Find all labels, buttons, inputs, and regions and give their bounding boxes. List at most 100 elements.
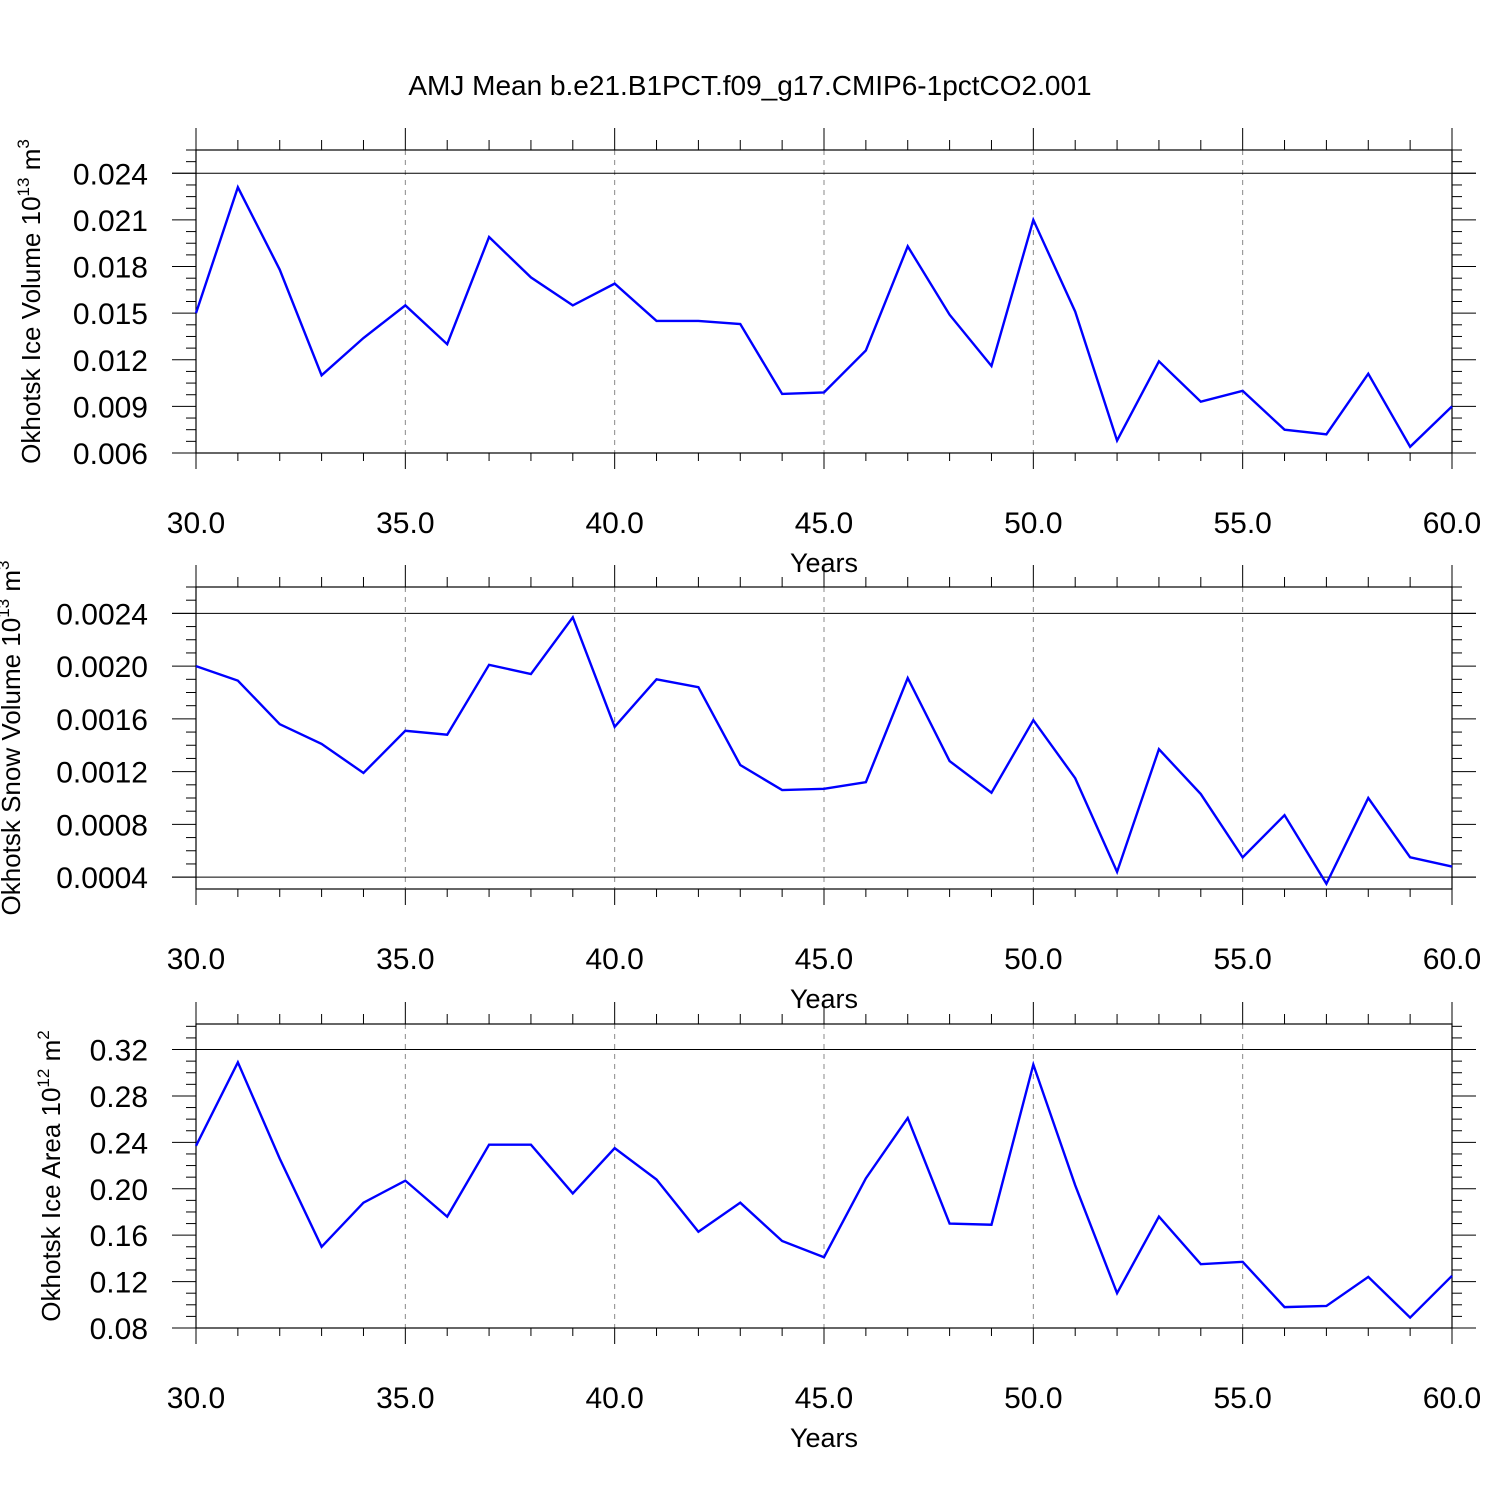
x-tick-label: 50.0 <box>1004 507 1062 540</box>
data-point <box>319 1244 324 1249</box>
data-point <box>445 1214 450 1219</box>
data-point <box>1156 747 1161 752</box>
data-point <box>528 1142 533 1147</box>
data-point <box>235 185 240 190</box>
data-point <box>403 303 408 308</box>
x-tick-label: 60.0 <box>1423 507 1481 540</box>
data-point <box>1240 855 1245 860</box>
data-point <box>277 1156 282 1161</box>
data-point <box>528 275 533 280</box>
data-point <box>989 363 994 368</box>
x-tick-label: 55.0 <box>1213 1382 1271 1415</box>
data-point <box>1156 359 1161 364</box>
data-point <box>1198 792 1203 797</box>
data-point <box>194 664 199 669</box>
data-point <box>361 770 366 775</box>
y-tick-label: 0.32 <box>90 1035 148 1068</box>
data-point <box>654 1177 659 1182</box>
data-point <box>1366 1274 1371 1279</box>
data-point <box>487 662 492 667</box>
x-tick-label: 55.0 <box>1213 507 1271 540</box>
data-point <box>1240 388 1245 393</box>
y-tick-label: 0.015 <box>73 298 148 331</box>
series-line <box>195 614 1453 887</box>
data-point <box>487 1142 492 1147</box>
data-point <box>947 1221 952 1226</box>
data-point <box>1450 1273 1455 1278</box>
y-tick-label: 0.0004 <box>56 862 148 895</box>
data-point <box>570 1191 575 1196</box>
x-tick-label: 35.0 <box>376 1382 434 1415</box>
data-point <box>1450 864 1455 869</box>
y-tick-label: 0.012 <box>73 345 148 378</box>
data-point <box>361 1200 366 1205</box>
data-point <box>1324 432 1329 437</box>
data-point <box>696 1229 701 1234</box>
data-point <box>822 786 827 791</box>
data-point <box>1408 444 1413 449</box>
data-point <box>738 322 743 327</box>
data-point <box>780 391 785 396</box>
data-point <box>989 790 994 795</box>
y-tick-label: 0.20 <box>90 1174 148 1207</box>
data-point <box>1115 869 1120 874</box>
data-point <box>905 244 910 249</box>
series-line <box>194 184 1453 449</box>
y-tick-label: 0.009 <box>73 391 148 424</box>
data-point <box>1198 1262 1203 1267</box>
data-point <box>1240 1259 1245 1264</box>
data-point <box>1324 1303 1329 1308</box>
data-point <box>194 1143 199 1148</box>
data-point <box>1366 796 1371 801</box>
y-tick-label: 0.006 <box>73 438 148 471</box>
y-tick-label: 0.018 <box>73 252 148 285</box>
data-point <box>947 312 952 317</box>
y-tick-label: 0.024 <box>73 158 148 191</box>
data-point <box>403 728 408 733</box>
x-tick-label: 60.0 <box>1423 943 1481 976</box>
data-point <box>612 724 617 729</box>
y-tick-label: 0.0020 <box>56 651 148 684</box>
data-point <box>1115 1291 1120 1296</box>
data-point <box>1031 1062 1036 1067</box>
data-point <box>445 732 450 737</box>
data-point <box>1408 855 1413 860</box>
data-point <box>1282 813 1287 818</box>
data-point <box>487 235 492 240</box>
data-point <box>1282 1305 1287 1310</box>
x-tick-label: 40.0 <box>585 507 643 540</box>
data-point <box>277 267 282 272</box>
data-point <box>1073 309 1078 314</box>
data-point <box>445 342 450 347</box>
data-point <box>1282 427 1287 432</box>
x-tick-label: 45.0 <box>795 507 853 540</box>
series-line <box>194 1059 1453 1320</box>
y-tick-label: 0.0016 <box>56 704 148 737</box>
data-point <box>1115 438 1120 443</box>
data-point <box>989 1222 994 1227</box>
data-point <box>1324 881 1329 886</box>
data-point <box>570 615 575 620</box>
data-point <box>654 677 659 682</box>
data-point <box>612 1146 617 1151</box>
x-tick-label: 50.0 <box>1004 1382 1062 1415</box>
y-tick-label: 0.0012 <box>56 757 148 790</box>
x-axis-label: Years <box>790 1423 858 1453</box>
data-point <box>947 759 952 764</box>
data-point <box>654 318 659 323</box>
x-tick-label: 60.0 <box>1423 1382 1481 1415</box>
x-tick-label: 30.0 <box>167 943 225 976</box>
data-point <box>1450 404 1455 409</box>
data-point <box>1156 1214 1161 1219</box>
data-point <box>696 318 701 323</box>
data-point <box>863 780 868 785</box>
data-point <box>905 1115 910 1120</box>
data-point <box>1031 718 1036 723</box>
data-point <box>570 303 575 308</box>
data-point <box>235 678 240 683</box>
data-point <box>1198 399 1203 404</box>
x-tick-label: 45.0 <box>795 943 853 976</box>
data-point <box>780 788 785 793</box>
x-tick-label: 45.0 <box>795 1382 853 1415</box>
